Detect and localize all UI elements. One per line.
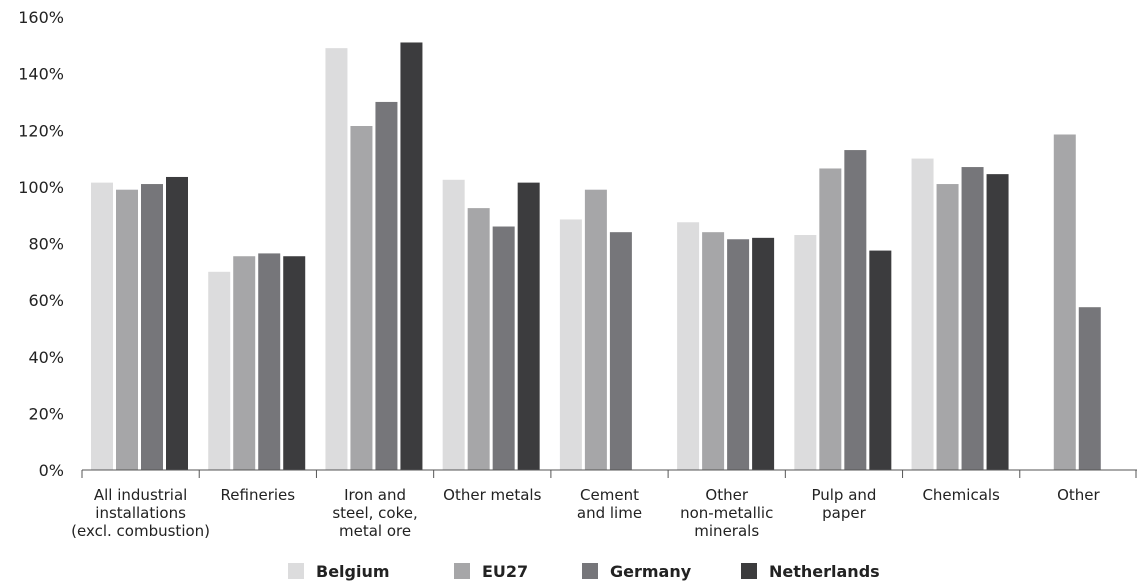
y-tick-label: 60% bbox=[28, 291, 64, 310]
bar-germany bbox=[961, 167, 984, 470]
legend-label-germany: Germany bbox=[610, 562, 692, 581]
x-category-label: Iron and steel, coke, metal ore bbox=[332, 486, 417, 540]
legend-swatch-netherlands bbox=[741, 563, 757, 579]
y-tick-label: 40% bbox=[28, 348, 64, 367]
bar-belgium bbox=[325, 48, 348, 471]
bar-germany bbox=[1078, 307, 1101, 470]
x-category-label: All industrial installations (excl. combus… bbox=[71, 486, 210, 540]
legend-label-eu27: EU27 bbox=[482, 562, 528, 581]
bar-eu27 bbox=[702, 232, 725, 470]
x-category-label: Other bbox=[1057, 486, 1100, 504]
bar-belgium bbox=[208, 271, 231, 470]
bar-netherlands bbox=[283, 256, 306, 470]
bar-belgium bbox=[794, 235, 817, 470]
x-category-label: Chemicals bbox=[922, 486, 1000, 504]
y-tick-label: 120% bbox=[18, 121, 64, 140]
bar-eu27 bbox=[936, 184, 959, 470]
y-axis: 0% 20% 40% 60% 80% 100% 120% 140% 160% bbox=[18, 8, 64, 480]
bar-germany bbox=[258, 253, 281, 470]
y-tick-label: 140% bbox=[18, 65, 64, 84]
x-axis: All industrial installations (excl. combus… bbox=[71, 469, 1137, 540]
bar-germany bbox=[844, 150, 867, 470]
y-tick-label: 80% bbox=[28, 235, 64, 254]
bar-eu27 bbox=[584, 189, 607, 471]
bar-germany bbox=[141, 184, 163, 470]
bar-eu27 bbox=[350, 126, 373, 471]
y-tick-label: 100% bbox=[18, 178, 64, 197]
bar-netherlands bbox=[986, 174, 1009, 470]
legend-swatch-germany bbox=[582, 563, 598, 579]
bar-belgium bbox=[442, 179, 465, 470]
bar-eu27 bbox=[819, 168, 842, 471]
bar-germany bbox=[609, 232, 632, 470]
bar-eu27 bbox=[233, 256, 256, 470]
x-category-label: Refineries bbox=[221, 486, 296, 504]
bar-germany bbox=[375, 101, 398, 470]
bars bbox=[91, 42, 1101, 471]
bar-netherlands bbox=[166, 176, 188, 470]
bar-belgium bbox=[91, 182, 113, 471]
bar-netherlands bbox=[517, 182, 540, 471]
x-category-label: Other non-metallic minerals bbox=[680, 486, 773, 540]
bar-netherlands bbox=[869, 250, 892, 470]
bar-netherlands bbox=[400, 42, 423, 470]
bar-eu27 bbox=[467, 208, 490, 470]
legend-swatch-eu27 bbox=[454, 563, 470, 579]
legend: Belgium EU27 Germany Netherlands bbox=[288, 562, 880, 581]
x-category-label: Pulp and paper bbox=[811, 486, 876, 522]
bar-belgium bbox=[559, 219, 582, 470]
bar-belgium bbox=[911, 158, 934, 470]
y-tick-label: 20% bbox=[28, 404, 64, 423]
legend-label-netherlands: Netherlands bbox=[769, 562, 880, 581]
bar-eu27 bbox=[116, 189, 138, 471]
x-category-label: Cement and lime bbox=[577, 486, 642, 522]
x-category-label: Other metals bbox=[443, 486, 541, 504]
legend-swatch-belgium bbox=[288, 563, 304, 579]
bar-eu27 bbox=[1053, 134, 1076, 470]
y-tick-label: 0% bbox=[39, 461, 64, 480]
bar-germany bbox=[492, 226, 515, 470]
bar-netherlands bbox=[752, 237, 775, 470]
y-tick-label: 160% bbox=[18, 8, 64, 27]
legend-label-belgium: Belgium bbox=[316, 562, 390, 581]
bar-germany bbox=[727, 239, 750, 470]
bar-belgium bbox=[677, 222, 700, 470]
